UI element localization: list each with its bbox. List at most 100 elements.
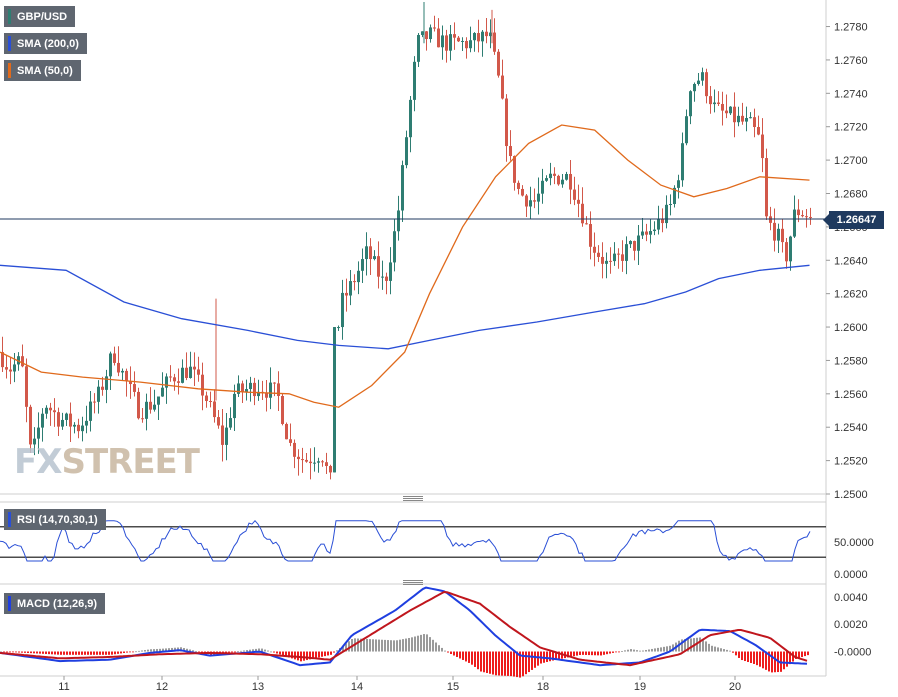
symbol-color-swatch (8, 9, 11, 24)
macd-histogram-bar (282, 651, 284, 656)
candle-body (741, 115, 744, 122)
candle-body (249, 382, 252, 390)
macd-histogram-bar (639, 650, 641, 652)
macd-histogram-bar (27, 651, 29, 653)
macd-histogram-bar (630, 649, 632, 652)
macd-histogram-bar (660, 647, 662, 652)
macd-line (0, 586, 808, 667)
macd-histogram-bar (699, 637, 701, 652)
candle-body (229, 418, 232, 428)
candle-body (473, 33, 476, 41)
candle-body (189, 366, 192, 378)
candle-body (273, 382, 276, 384)
symbol-badge[interactable]: GBP/USD (4, 6, 76, 27)
candle-body (373, 256, 376, 260)
rsi-tick-50: 50.0000 (834, 537, 874, 549)
macd-histogram-bar (243, 650, 245, 652)
macd-histogram-bar (414, 636, 416, 652)
macd-histogram-bar (495, 651, 497, 676)
macd-histogram-bar (432, 639, 434, 652)
candle-body (461, 40, 464, 42)
macd-histogram-bar (729, 650, 731, 652)
macd-histogram-bar (162, 648, 164, 652)
candle-body (97, 386, 100, 402)
candle-body (397, 210, 400, 232)
macd-histogram-bar (603, 651, 605, 655)
macd-histogram-bar (324, 651, 326, 657)
macd-histogram-bar (423, 634, 425, 652)
candle-body (413, 61, 416, 100)
macd-histogram-bar (228, 651, 230, 653)
macd-histogram-bar (546, 651, 548, 662)
candle-body (753, 117, 756, 128)
candle-body (377, 256, 380, 277)
macd-histogram-bar (396, 640, 398, 652)
candle-body (601, 256, 604, 264)
candle-body (17, 356, 20, 365)
candle-body (285, 423, 288, 440)
candle-body (629, 240, 632, 245)
sma50-badge[interactable]: SMA (50,0) (4, 60, 81, 81)
rsi-badge[interactable]: RSI (14,70,30,1) (4, 509, 106, 530)
macd-histogram-bar (327, 651, 329, 656)
candle-body (657, 218, 660, 230)
candle-body (125, 370, 128, 382)
candle-body (73, 424, 76, 427)
candle-body (109, 353, 112, 377)
macd-histogram-bar (525, 651, 527, 675)
candle-body (81, 425, 84, 432)
candle-body (673, 187, 676, 205)
macd-histogram-bar (381, 639, 383, 652)
sma200-badge[interactable]: SMA (200,0) (4, 33, 87, 54)
candle-body (517, 182, 520, 189)
macd-histogram-bar (606, 651, 608, 655)
macd-histogram-bar (90, 651, 92, 655)
candle-body (761, 134, 764, 159)
candle-body (65, 413, 68, 420)
macd-histogram-bar (57, 651, 59, 655)
macd-histogram-bar (195, 651, 197, 652)
macd-histogram-bar (747, 651, 749, 663)
macd-histogram-bar (117, 651, 119, 654)
macd-histogram-bar (102, 651, 104, 655)
macd-histogram-bar (621, 650, 623, 652)
macd-histogram-bar (441, 647, 443, 652)
macd-histogram-bar (120, 651, 122, 654)
macd-histogram-bar (534, 651, 536, 668)
candle-body (85, 420, 88, 426)
candle-body (533, 200, 536, 202)
candle-body (769, 216, 772, 223)
macd-histogram-bar (306, 651, 308, 661)
macd-histogram-bar (111, 651, 113, 655)
macd-histogram-bar (3, 651, 5, 653)
macd-histogram-bar (591, 651, 593, 656)
macd-histogram-bar (333, 651, 335, 653)
macd-histogram-bar (537, 651, 539, 666)
candle-body (477, 33, 480, 42)
macd-histogram-bar (429, 637, 431, 652)
macd-histogram-bar (246, 650, 248, 652)
candle-body (385, 276, 388, 281)
candle-body (709, 96, 712, 105)
candle-body (129, 381, 132, 385)
macd-badge[interactable]: MACD (12,26,9) (4, 593, 106, 614)
macd-histogram-bar (708, 643, 710, 652)
date-tick-label: 15 (447, 681, 459, 693)
sma50-line (0, 124, 810, 408)
macd-histogram-bar (600, 651, 602, 656)
macd-histogram-bar (198, 651, 200, 653)
candle-body (485, 31, 488, 37)
macd-histogram-bar (336, 650, 338, 652)
price-tick-label: 1.2680 (834, 188, 868, 200)
candle-body (425, 31, 428, 40)
macd-histogram-bar (408, 637, 410, 652)
candle-body (557, 175, 560, 185)
price-panel-resize-handle[interactable] (403, 496, 423, 501)
candle-body (37, 427, 40, 439)
macd-histogram-bar (615, 651, 617, 653)
candle-body (301, 459, 304, 461)
rsi-panel-resize-handle[interactable] (403, 580, 423, 585)
macd-histogram-bar (765, 651, 767, 670)
date-tick-label: 18 (537, 681, 549, 693)
macd-histogram-bar (684, 639, 686, 652)
